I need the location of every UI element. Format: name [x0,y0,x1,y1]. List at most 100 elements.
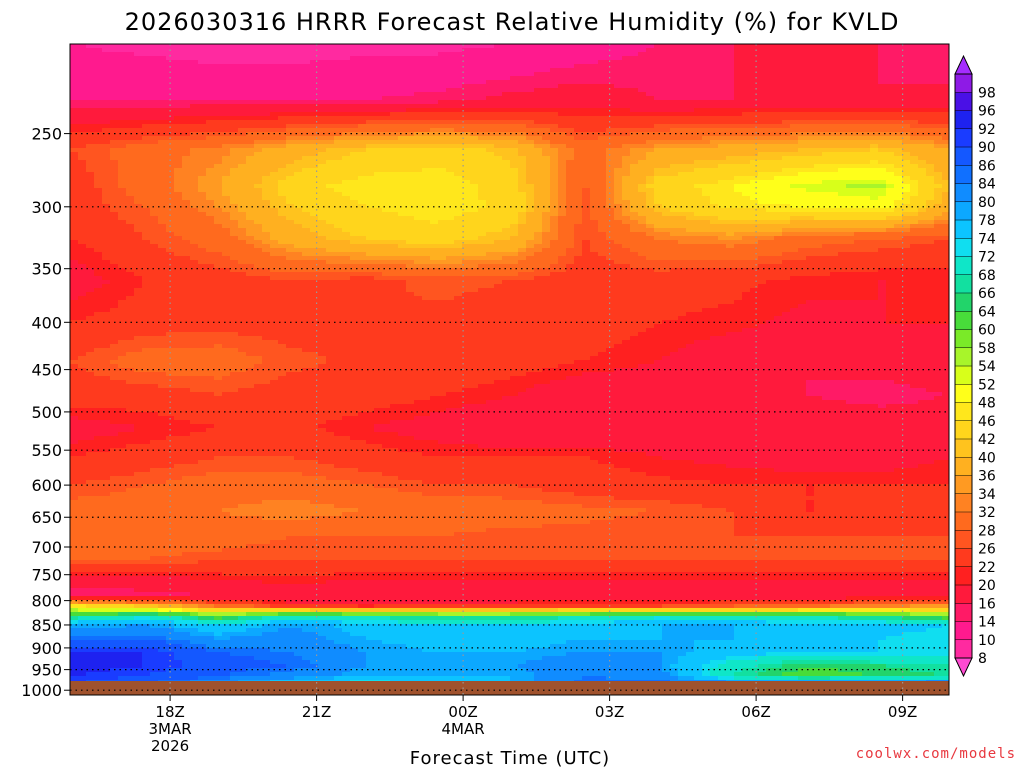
colorbar-label: 16 [978,596,996,612]
x-tick-label: 2026 [151,737,189,755]
colorbar-segment [955,184,972,203]
colorbar-segment [955,512,972,531]
colorbar-segment [955,202,972,221]
colorbar-label: 40 [978,450,996,466]
chart-title: 2026030316 HRRR Forecast Relative Humidi… [125,8,900,36]
y-tick-label: 750 [31,566,62,585]
credit-text: coolwx.com/models [856,746,1016,762]
colorbar-extend-top [955,56,972,74]
colorbar-segment [955,403,972,422]
colorbar-label: 78 [978,213,996,229]
colorbar-segment [955,147,972,166]
colorbar-segment [955,476,972,495]
colorbar-label: 86 [978,158,996,174]
x-tick-label: 21Z [302,703,331,721]
colorbar-label: 28 [978,523,996,539]
y-tick-label: 900 [31,639,62,658]
colorbar-label: 22 [978,560,996,576]
colorbar-label: 32 [978,505,996,521]
colorbar-segment [955,293,972,312]
colorbar-label: 80 [978,195,996,211]
colorbar-segment [955,640,972,659]
y-tick-label: 700 [31,538,62,557]
x-tick-label: 00Z [448,703,477,721]
colorbar-label: 92 [978,122,996,138]
colorbar-segment [955,567,972,586]
colorbar-label: 90 [978,140,996,156]
y-tick-label: 250 [31,125,62,144]
colorbar-segment [955,494,972,513]
colorbar-label: 58 [978,341,996,357]
colorbar-label: 10 [978,633,996,649]
colorbar-label: 74 [978,231,996,247]
colorbar-segment [955,439,972,458]
colorbar-segment [955,348,972,367]
y-tick-label: 500 [31,403,62,422]
x-axis-label: Forecast Time (UTC) [410,748,610,768]
colorbar-segment [955,330,972,349]
colorbar-label: 84 [978,177,996,193]
colorbar-segment [955,238,972,257]
colorbar-segment [955,622,972,641]
colorbar-segment [955,165,972,184]
x-tick-label: 09Z [888,703,917,721]
colorbar-segment [955,603,972,622]
colorbar-label: 42 [978,432,996,448]
ground-surface [70,681,949,695]
colorbar-label: 68 [978,268,996,284]
y-tick-label: 800 [31,592,62,611]
plot-area [70,44,951,697]
colorbar-segment [955,257,972,276]
colorbar-label: 98 [978,85,996,101]
x-tick-label: 3MAR [149,720,192,738]
colorbar-segment [955,585,972,604]
colorbar-segment [955,549,972,568]
colorbar-label: 20 [978,578,996,594]
y-tick-label: 550 [31,441,62,460]
colorbar-label: 36 [978,469,996,485]
y-tick-label: 1000 [21,681,62,700]
colorbar-segment [955,311,972,330]
x-tick-label: 03Z [595,703,624,721]
y-tick-label: 300 [31,198,62,217]
colorbar-label: 54 [978,359,996,375]
colorbar-segment [955,457,972,476]
colorbar-label: 60 [978,323,996,339]
colorbar-segment [955,366,972,385]
colorbar-label: 46 [978,414,996,430]
colorbar-label: 34 [978,487,996,503]
colorbar-segment [955,74,972,93]
colorbar-segment [955,384,972,403]
colorbar-label: 96 [978,104,996,120]
colorbar-label: 14 [978,615,996,631]
colorbar: 8 10 14 16 20 22 26 28 32 34 36 40 42 46 48 52 54 58 60 64 6… [955,56,996,676]
y-tick-label: 950 [31,661,62,680]
x-tick-label: 4MAR [442,720,485,738]
x-tick-label: 18Z [155,703,184,721]
x-tick-label: 06Z [741,703,770,721]
colorbar-segment [955,111,972,130]
colorbar-segment [955,92,972,111]
colorbar-label: 52 [978,377,996,393]
rh-field [70,44,951,697]
colorbar-segment [955,129,972,148]
colorbar-label: 64 [978,304,996,320]
colorbar-label: 26 [978,542,996,558]
y-tick-label: 650 [31,508,62,527]
y-tick-label: 850 [31,616,62,635]
y-tick-label: 450 [31,361,62,380]
colorbar-label: 72 [978,250,996,266]
y-tick-label: 600 [31,476,62,495]
colorbar-segment [955,530,972,549]
colorbar-segment [955,220,972,239]
colorbar-label: 66 [978,286,996,302]
y-tick-label: 400 [31,313,62,332]
colorbar-label: 48 [978,396,996,412]
chart-canvas: 2026030316 HRRR Forecast Relative Humidi… [0,0,1024,768]
colorbar-label: 8 [978,651,987,667]
colorbar-segment [955,275,972,294]
colorbar-segment [955,421,972,440]
y-tick-label: 350 [31,260,62,279]
colorbar-extend-bottom [955,658,972,676]
